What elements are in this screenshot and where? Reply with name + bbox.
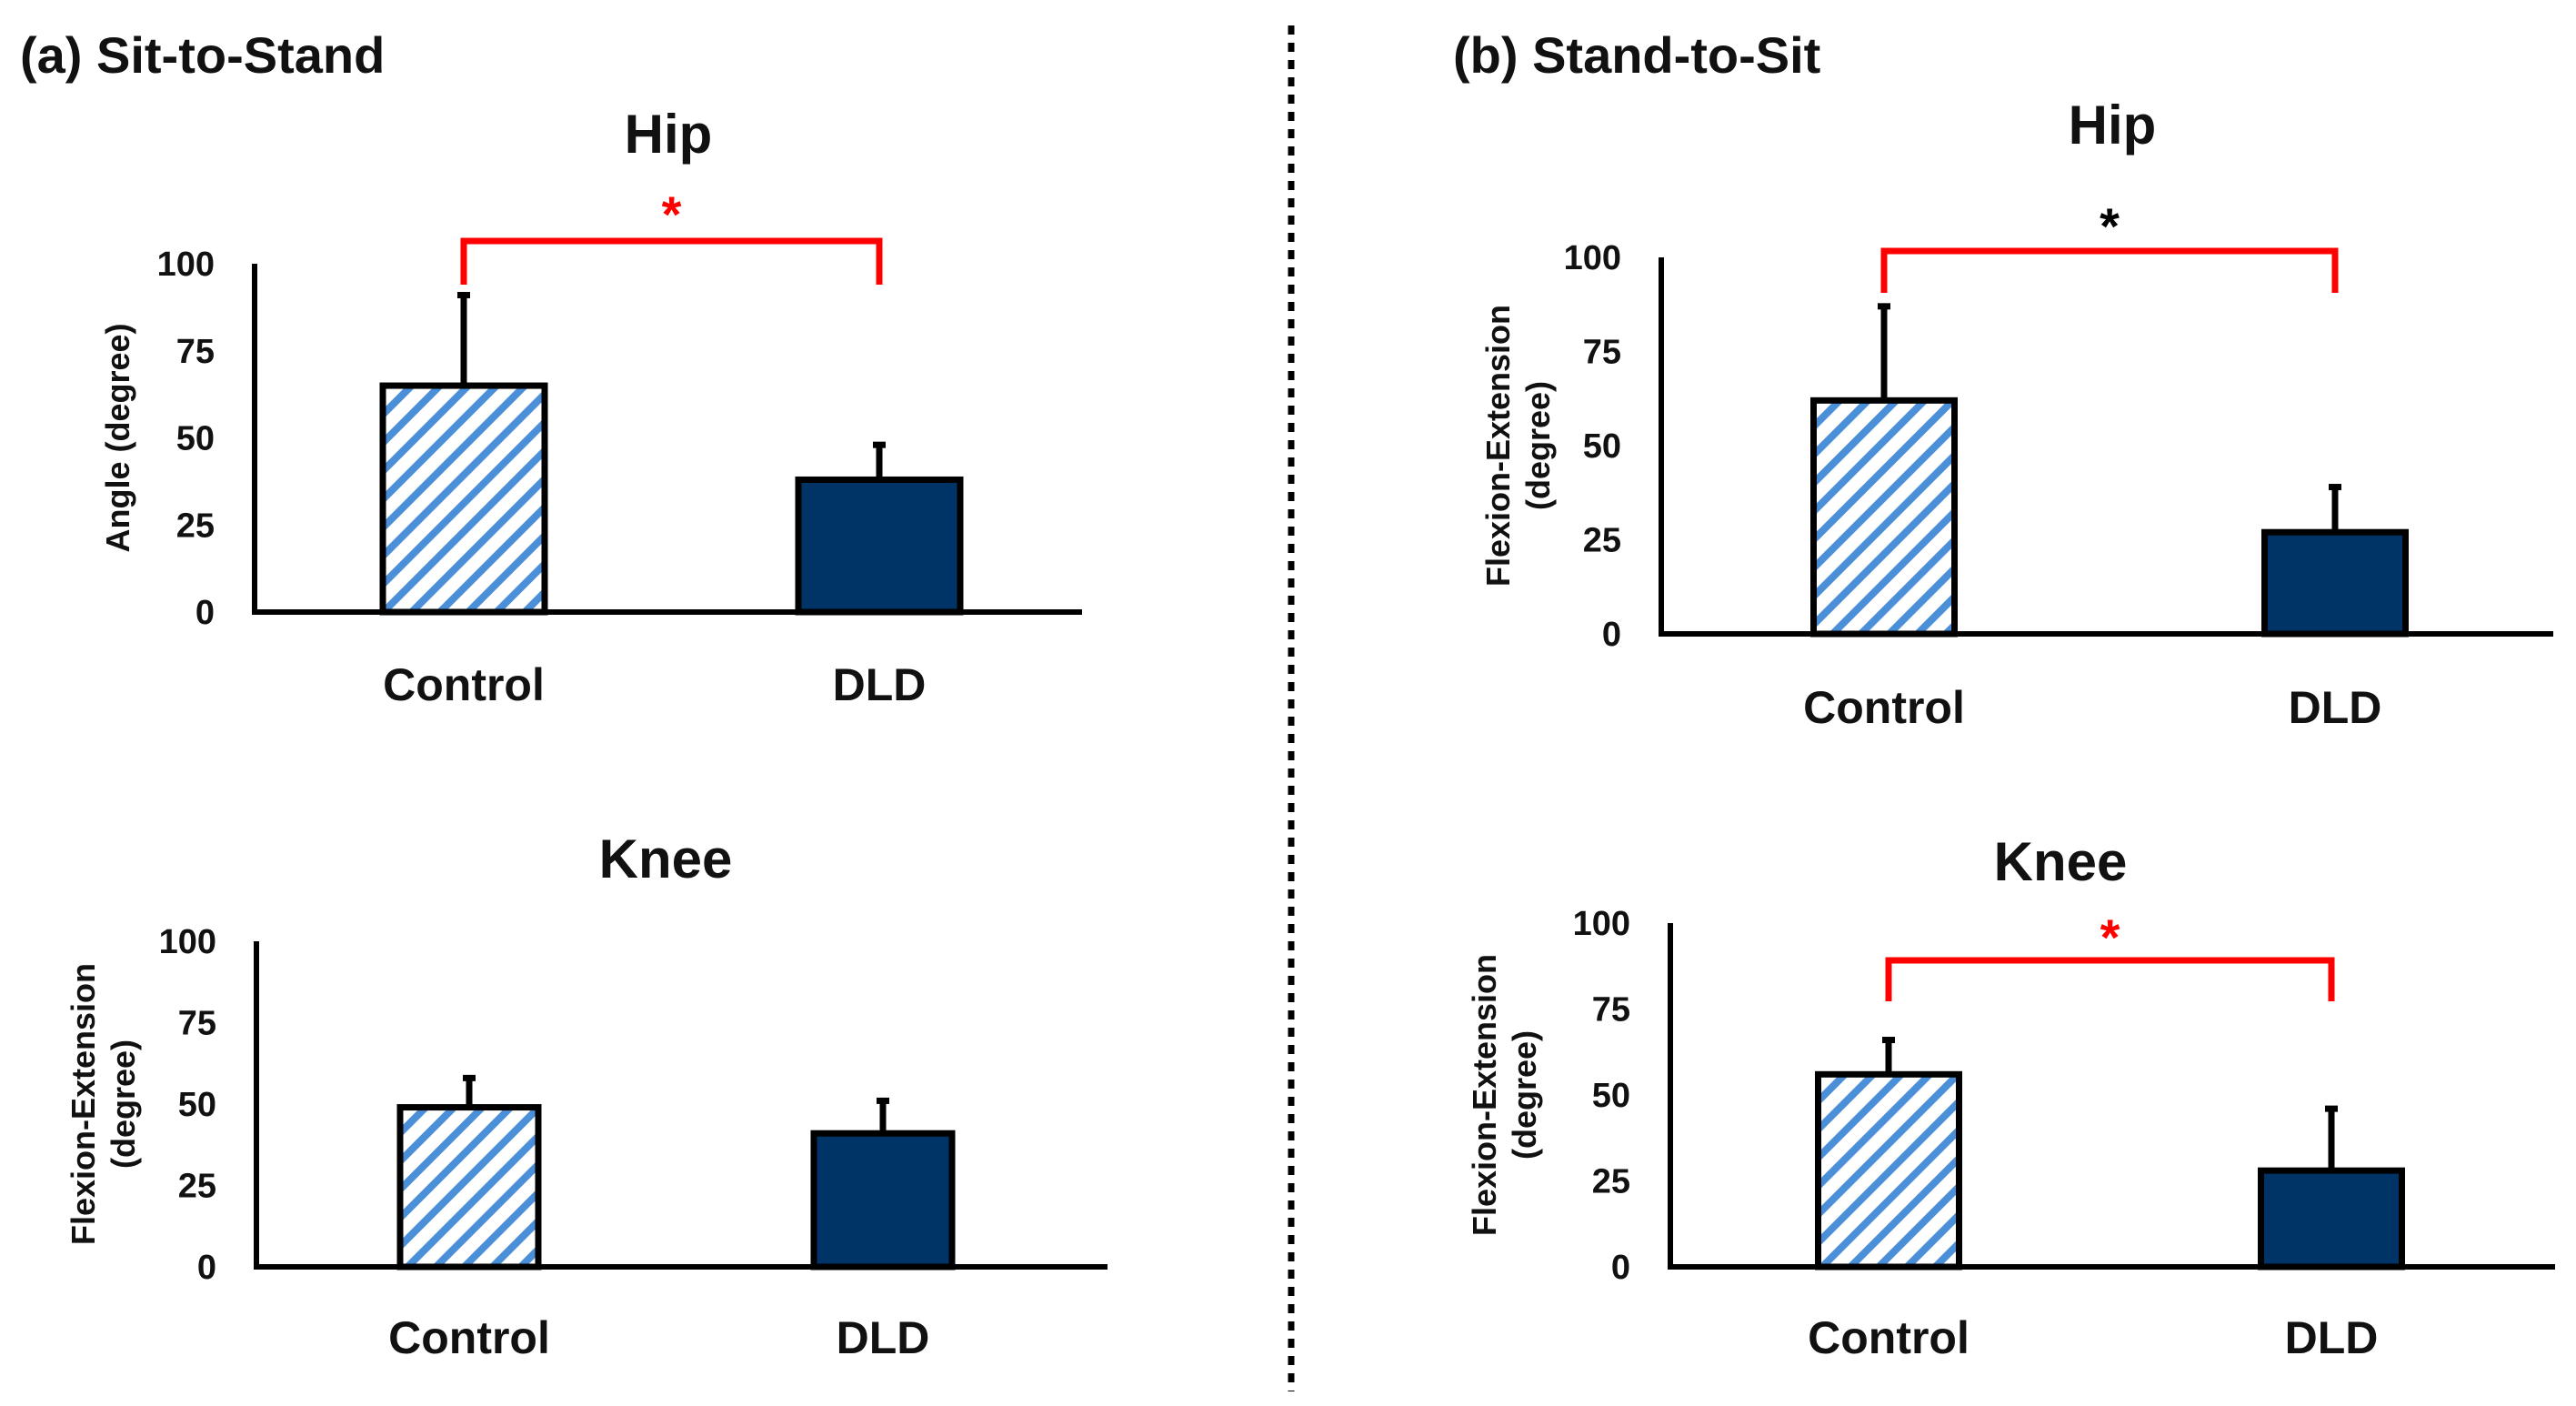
sit-hip-xlabel-dld: DLD [2289,682,2382,733]
sit-hip-ytick-100: 100 [1564,239,1621,277]
sit-knee-ytick-25: 25 [1592,1163,1630,1201]
sts-hip-significance-star: * [662,186,682,243]
sit-knee-bar-control [1815,1070,1962,1270]
sts-knee-chart: Knee 0 25 50 75 100 Flexion-Extension(degree) C… [65,829,1108,1363]
sts-knee-ytick-100: 100 [159,923,216,961]
sts-knee-ytick-0: 0 [197,1249,216,1287]
sts-hip-significance-bracket [460,237,883,285]
sts-hip-xlabel-dld: DLD [833,659,927,710]
sit-hip-ytick-50: 50 [1583,427,1621,466]
sts-knee-ylabel: Flexion-Extension(degree) [65,963,142,1245]
sts-hip-ytick-100: 100 [157,246,215,284]
sts-hip-chart: Hip 0 25 50 75 100 Angle (degree) Control DLD * [99,104,1082,710]
sts-hip-ytick-75: 75 [176,333,215,371]
sit-hip-title: Hip [2069,95,2157,156]
sts-knee-xlabel-dld: DLD [837,1312,930,1363]
sts-knee-xlabel-control: Control [388,1312,550,1363]
sts-knee-ytick-25: 25 [178,1168,216,1206]
sit-hip-significance-bracket [1880,247,2339,293]
sts-hip-ytick-25: 25 [176,507,215,545]
sit-hip-bar-control [1810,397,1958,638]
sts-knee-bar-dld [810,1130,956,1270]
sit-knee-title: Knee [1994,831,2128,892]
sts-knee-bar-control [396,1104,542,1270]
sts-knee-ytick-50: 50 [178,1086,216,1124]
sit-knee-ytick-50: 50 [1592,1077,1630,1115]
sit-knee-ytick-100: 100 [1573,905,1630,943]
sts-hip-ytick-50: 50 [176,420,215,458]
panel-b-title: (b) Stand-to-Sit [1453,26,1820,84]
sts-hip-bar-control [379,382,548,616]
sit-hip-ytick-75: 75 [1583,334,1621,372]
sit-hip-bar-dld [2261,528,2409,638]
sts-knee-title: Knee [599,829,733,889]
sit-knee-bar-dld [2258,1167,2405,1270]
sit-hip-ytick-25: 25 [1583,522,1621,560]
sts-hip-xlabel-control: Control [383,659,545,710]
panel-a-title: (a) Sit-to-Stand [20,26,385,84]
sit-knee-ytick-0: 0 [1611,1249,1630,1287]
sit-knee-significance-star: * [2100,909,2120,966]
sit-hip-ytick-0: 0 [1602,616,1621,654]
sit-knee-xlabel-control: Control [1808,1312,1970,1363]
sit-knee-significance-bracket [1885,957,2335,1001]
sit-hip-significance-star: * [2100,197,2120,255]
sts-hip-ytick-0: 0 [195,594,215,632]
sit-knee-xlabel-dld: DLD [2285,1312,2379,1363]
sts-hip-bar-dld [795,476,964,616]
sts-hip-ylabel: Angle (degree) [99,323,136,552]
sit-hip-xlabel-control: Control [1803,682,1965,733]
sts-knee-ytick-75: 75 [178,1005,216,1043]
sit-hip-ylabel: Flexion-Extension(degree) [1479,305,1557,587]
sit-knee-chart: Knee 0 25 50 75 100 Flexion-Extension(degree) C… [1466,831,2555,1363]
sit-knee-ylabel: Flexion-Extension(degree) [1466,954,1543,1236]
sts-hip-title: Hip [625,104,713,165]
sit-knee-ytick-75: 75 [1592,991,1630,1029]
